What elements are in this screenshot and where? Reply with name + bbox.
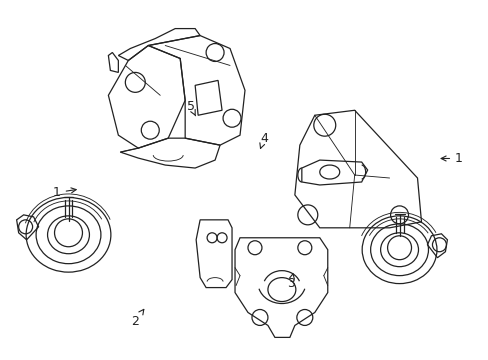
Text: 3: 3 [286, 274, 294, 291]
Text: 1: 1 [440, 152, 462, 165]
Text: 2: 2 [131, 309, 143, 328]
Text: 4: 4 [259, 132, 267, 149]
Text: 5: 5 [186, 100, 195, 116]
Text: 1: 1 [53, 186, 76, 199]
